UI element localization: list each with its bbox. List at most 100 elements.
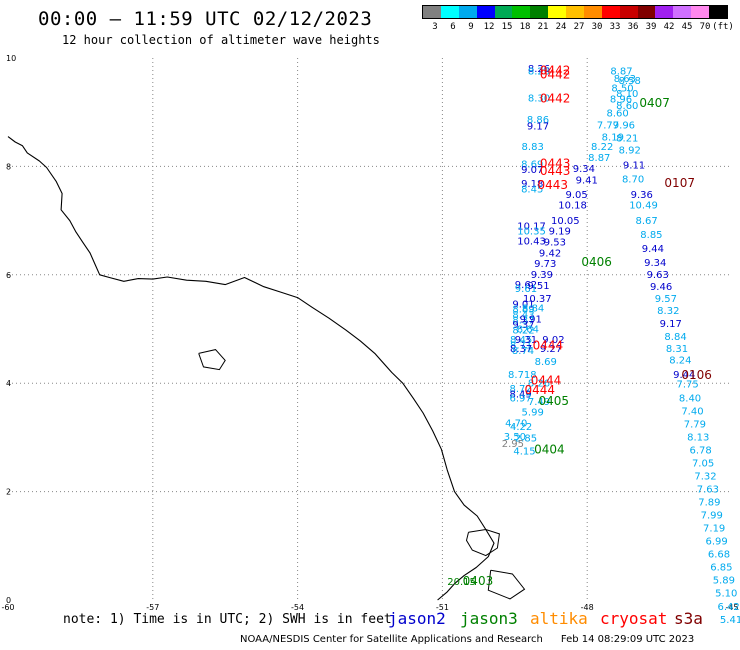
wave-height-label: 8.83 [522,142,544,153]
wave-height-label: 9.46 [650,282,672,293]
wave-height-label: 8.30 [528,93,550,104]
pass-time-label: 0444 [531,373,562,387]
wave-height-label: 8.40 [679,394,701,405]
wave-height-label: 8.60 [616,101,638,112]
wave-height-label: 20.15 [447,577,476,588]
legend-label: 3 [432,22,438,32]
wave-height-label: 9.17 [660,319,682,330]
wave-height-label: 8.84 [522,304,544,315]
wave-height-label: 8.13 [687,433,709,444]
wave-height-label: 8.63 [614,74,636,85]
footer: NOAA/NESDIS Center for Satellite Applica… [240,634,694,645]
legend-label: (ft) [712,22,734,32]
wave-height-label: 8.21 [616,133,638,144]
wave-height-label: 8.72 [509,384,531,395]
wave-height-label: 2.95 [502,439,524,450]
island [487,569,526,600]
legend-swatch [476,6,495,18]
wave-height-label: 8.92 [619,145,641,156]
wave-height-label: 9.39 [531,270,553,281]
wave-height-label: 8.22 [591,142,613,153]
x-tick-label: -60 [1,603,14,612]
coastline [7,136,495,601]
legend-label: 70 [699,22,711,32]
wave-height-label: 9.62 [515,280,537,291]
wave-height-label: 4.70 [505,419,527,430]
x-tick-label: -45 [725,603,738,612]
x-tick-label: -54 [291,603,304,612]
pass-time-label: 0106 [681,368,712,382]
wave-height-label: 8.45 [510,335,532,346]
wave-height-label: 10.43 [517,236,546,247]
y-tick-label: 4 [6,379,11,388]
wave-height-label: 9.11 [623,161,645,172]
legend-label: 9 [468,22,474,32]
pass-time-label: 0443 [540,164,571,178]
color-legend [422,5,728,19]
wave-height-label: 7.79 [684,420,706,431]
legend-label: 12 [483,22,495,32]
wave-height-label: 4.15 [513,447,535,458]
wave-height-label: 6.85 [710,563,732,574]
legend-swatch [566,6,584,18]
legend-label: 42 [663,22,675,32]
wave-height-label: 9.07 [521,165,543,176]
legend-swatch [601,6,620,18]
wave-height-label: 8.718 [508,370,537,381]
wave-height-label: 7.89 [698,498,720,509]
legend-label: 21 [537,22,549,32]
wave-height-label: 8.19 [602,132,624,143]
wave-height-label: 9.18 [521,179,543,190]
wave-height-label: 8.96 [610,94,632,105]
wave-height-label: 8.85 [640,230,662,241]
legend-swatch [691,6,709,18]
map-subtitle: 12 hour collection of altimeter wave hei… [62,33,380,47]
pass-time-label: 0443 [540,156,571,170]
legend-label: 15 [501,22,513,32]
legend-label: 6 [450,22,456,32]
wave-height-label: 7.79 [597,120,619,131]
satellite-jason2: jason2 [388,609,446,628]
legend-swatch [494,6,513,18]
island [465,528,500,557]
wave-height-label: 9.37 [512,320,534,331]
wave-height-label: 8.58 [619,76,641,87]
wave-height-label: 7.63 [697,485,719,496]
legend-swatch [709,6,727,18]
wave-height-label: 9.19 [549,227,571,238]
wave-height-label: 5.41 [720,615,740,626]
wave-height-label: 7.32 [694,472,716,483]
pass-time-label: 0405 [538,394,569,408]
legend-swatch [530,6,549,18]
wave-height-label: 7.96 [613,120,635,131]
wave-height-label: 10.49 [629,201,658,212]
wave-height-label: 8.32 [657,306,679,317]
wave-height-label: 8.74 [512,346,534,357]
x-tick-label: -57 [146,603,159,612]
x-tick-label: -51 [436,603,449,612]
pass-time-label: 0442 [540,91,571,105]
note-text: note: 1) Time is in UTC; 2) SWH is in fe… [63,612,392,627]
wave-height-label: 6.68 [708,550,730,561]
pass-time-label: 0444 [524,383,555,397]
pass-time-label: 0443 [537,178,568,192]
wave-height-label: 9.61 [515,284,537,295]
color-legend-labels: 3 6 9 12 15 18 21 24 27 30 33 36 39 42 45 70 (ft) [422,22,734,34]
legend-label: 45 [681,22,693,32]
wave-height-label: 9.27 [540,344,562,355]
wave-height-label: 10.37 [523,294,552,305]
map-title: 00:00 – 11:59 UTC 02/12/2023 [38,8,373,30]
legend-label: 33 [609,22,621,32]
wave-height-label: 8.22 [512,325,534,336]
legend-swatch [548,6,566,18]
wave-height-label: 8.45 [521,184,543,195]
wave-height-label: 9.17 [527,122,549,133]
wave-height-label: 10.17 [517,221,546,232]
legend-label: 18 [519,22,531,32]
wave-height-label: 9.53 [544,238,566,249]
wave-height-label: 8.49 [509,389,531,400]
legend-label: 27 [573,22,585,32]
footer-timestamp: Feb 14 08:29:09 UTC 2023 [560,634,695,645]
wave-height-label: 6.78 [690,446,712,457]
